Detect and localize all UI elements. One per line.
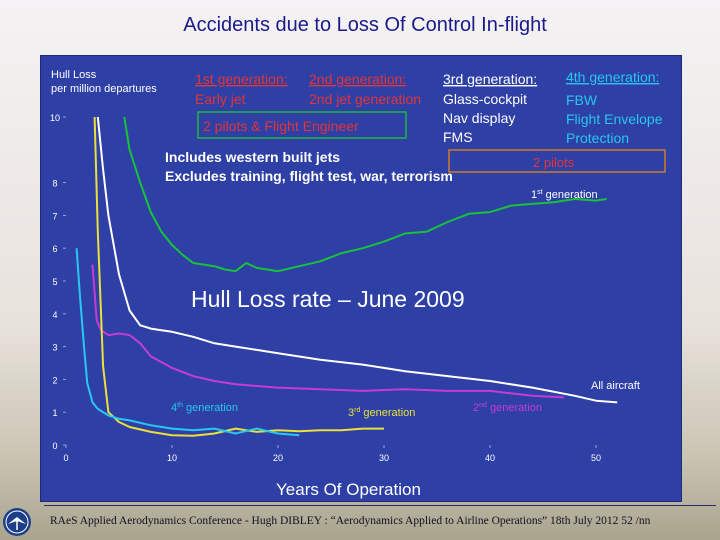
generation-3-line-3: FMS xyxy=(443,129,473,145)
series-label-4th-generation: 4th generation xyxy=(171,402,238,414)
hull-loss-chart: 0 1 2 3 4 5 6 7 8 10 0 10 20 30 40 50 Hull Loss per mil… xyxy=(50,69,666,499)
crew-box-two-pilots-label: 2 pilots xyxy=(533,155,575,170)
generation-3-heading: 3rd generation: xyxy=(443,71,537,87)
y-tick-label: 10 xyxy=(50,113,60,123)
crew-box-two-pilots xyxy=(448,149,666,173)
series-label-1st-generation: 1st generation xyxy=(531,189,598,201)
series-line-3rd-generation xyxy=(93,116,384,437)
series-label-2nd-generation: 2nd generation xyxy=(473,402,542,414)
generation-1-header: 1st generation: Early jet xyxy=(195,71,288,107)
x-axis-label: Years Of Operation xyxy=(276,480,421,499)
generation-3-line-1: Glass-cockpit xyxy=(443,91,527,107)
slide-title: Accidents due to Loss Of Control In-flig… xyxy=(183,14,547,36)
generation-4-line-1: FBW xyxy=(566,92,598,108)
y-axis-label-line2: per million departures xyxy=(51,83,157,95)
generation-3-header: 3rd generation: Glass-cockpit Nav displa… xyxy=(443,71,537,145)
axes-layer: 0 1 2 3 4 5 6 7 8 10 0 10 20 30 40 50 xyxy=(50,113,601,463)
note-excludes: Excludes training, flight test, war, ter… xyxy=(165,168,453,184)
y-axis-label-line1: Hull Loss xyxy=(51,69,97,81)
raes-logo-icon xyxy=(3,508,31,536)
note-includes: Includes western built jets xyxy=(165,149,340,165)
series-line-1st-generation xyxy=(123,116,607,273)
generation-4-heading: 4th generation: xyxy=(566,69,659,85)
generation-4-line-2: Flight Envelope xyxy=(566,111,663,127)
generation-1-heading: 1st generation: xyxy=(195,71,288,87)
generation-2-line: 2nd jet generation xyxy=(309,91,421,107)
crew-box-three-crew-label: 2 pilots & Flight Engineer xyxy=(203,118,359,134)
series-label-all-aircraft: All aircraft xyxy=(591,380,640,392)
series-line-2nd-generation xyxy=(91,264,565,399)
series-line-all-aircraft xyxy=(96,116,618,404)
y-tick-label: 0 xyxy=(52,441,57,451)
generation-4-header: 4th generation: FBW Flight Envelope Prot… xyxy=(566,69,663,146)
y-tick-label: 4 xyxy=(52,310,57,320)
slide-footer: RAeS Applied Aerodynamics Conference - H… xyxy=(50,515,651,527)
y-tick-label: 8 xyxy=(52,179,57,189)
series-label-3rd-generation: 3rd generation xyxy=(348,407,415,419)
generation-2-heading: 2nd generation: xyxy=(309,71,406,87)
series-line-4th-generation xyxy=(75,248,300,437)
y-tick-label: 6 xyxy=(52,244,57,254)
x-tick-label: 10 xyxy=(167,453,177,463)
chart-panel: 0 1 2 3 4 5 6 7 8 10 0 10 20 30 40 50 Hull Loss per mil… xyxy=(40,55,682,502)
crew-box-three-crew xyxy=(197,111,407,139)
y-tick-label: 3 xyxy=(52,343,57,353)
y-tick-label: 2 xyxy=(52,375,57,385)
chart-title: Hull Loss rate – June 2009 xyxy=(191,286,465,312)
x-tick-label: 20 xyxy=(273,453,283,463)
x-tick-label: 30 xyxy=(379,453,389,463)
lines-layer xyxy=(75,116,618,437)
footer-divider xyxy=(44,505,716,506)
generation-4-line-3: Protection xyxy=(566,130,629,146)
x-tick-label: 50 xyxy=(591,453,601,463)
generation-2-header: 2nd generation: 2nd jet generation xyxy=(309,71,421,107)
x-tick-label: 40 xyxy=(485,453,495,463)
generation-3-line-2: Nav display xyxy=(443,110,515,126)
x-tick-label: 0 xyxy=(63,453,68,463)
y-tick-label: 5 xyxy=(52,277,57,287)
generation-1-line: Early jet xyxy=(195,91,246,107)
y-tick-label: 1 xyxy=(52,408,57,418)
y-tick-label: 7 xyxy=(52,211,57,221)
